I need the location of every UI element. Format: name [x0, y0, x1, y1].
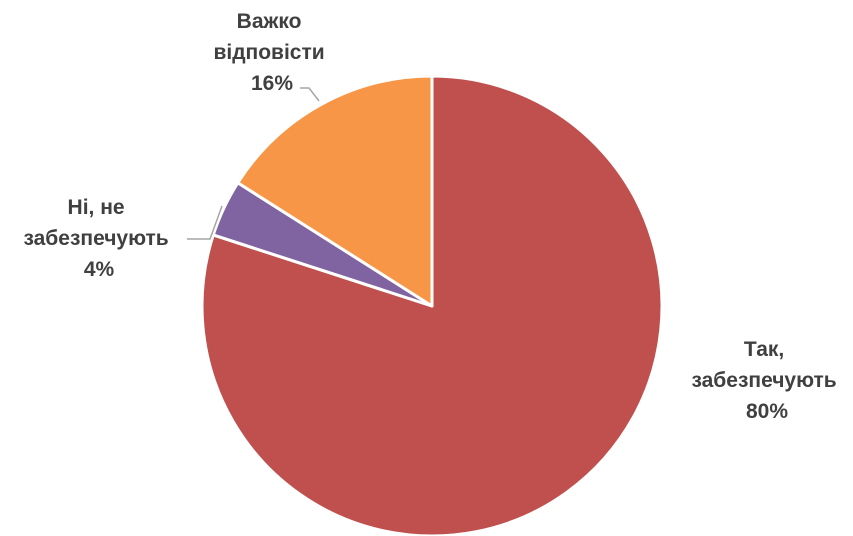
slice-value-no: 4%	[84, 258, 115, 281]
slice-label-yes-line1: Так,	[744, 338, 784, 361]
slice-label-hard: Важко відповісти 16%	[213, 10, 330, 95]
slice-value-yes: 80%	[746, 400, 788, 423]
slice-label-yes: Так, забезпечують 80%	[691, 338, 842, 423]
slice-label-no-line1: Ні, не	[68, 196, 125, 219]
slice-label-hard-line2: відповісти	[213, 41, 324, 64]
slice-label-no-line2: забезпечують	[23, 227, 168, 250]
slice-label-no: Ні, не забезпечують 4%	[23, 196, 174, 281]
leader-line-hard	[300, 87, 320, 102]
slice-label-yes-line2: забезпечують	[691, 369, 836, 392]
leader-lines	[187, 87, 320, 240]
pie-slice-hard	[236, 74, 434, 308]
pie-slices	[200, 74, 664, 536]
slice-value-hard: 16%	[251, 72, 293, 95]
slice-label-hard-line1: Важко	[237, 10, 302, 33]
leader-line-no	[187, 205, 223, 240]
